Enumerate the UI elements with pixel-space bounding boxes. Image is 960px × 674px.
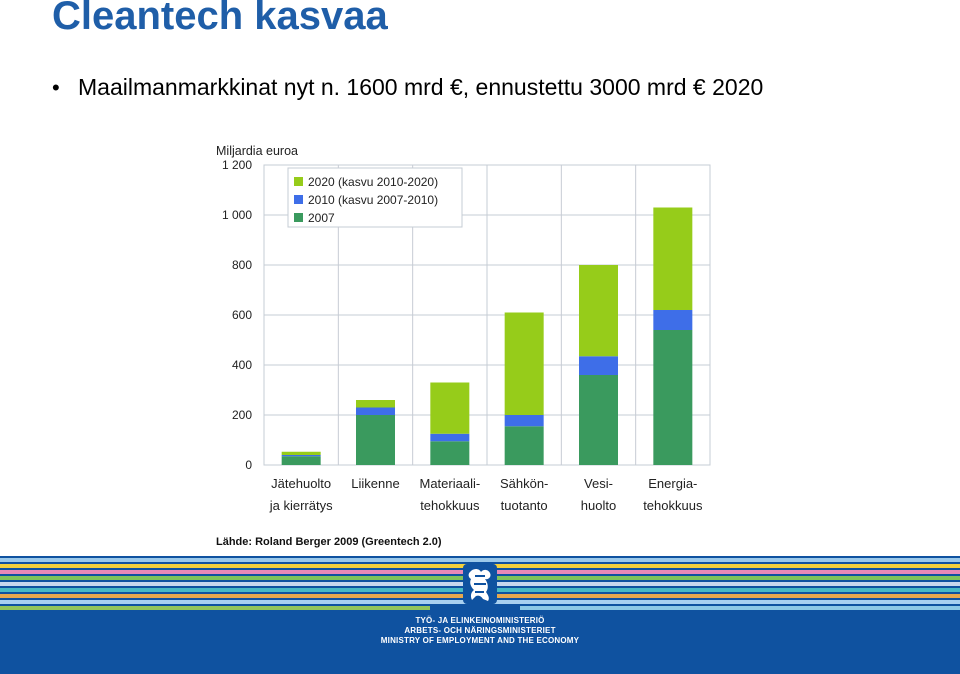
bullet-dot: •: [52, 75, 60, 100]
legend-swatch: [294, 195, 303, 204]
slide-title: Cleantech kasvaa: [52, 0, 388, 38]
y-tick-label: 400: [232, 358, 252, 372]
x-category-label: Energia-: [648, 476, 697, 491]
y-axis-title: Miljardia euroa: [216, 144, 298, 158]
legend-box: [287, 167, 463, 228]
legend-swatch: [294, 213, 303, 222]
bar-segment: [504, 312, 544, 415]
x-category-label: Vesi-: [584, 476, 613, 491]
bar-segment: [281, 456, 321, 465]
legend-label: 2010 (kasvu 2007-2010): [308, 193, 438, 207]
x-category-label: ja kierrätys: [269, 498, 333, 513]
y-tick-label: 600: [232, 308, 252, 322]
bullet-text: Maailmanmarkkinat nyt n. 1600 mrd €, enn…: [78, 74, 764, 100]
bar-segment: [504, 415, 544, 427]
bar-segment: [579, 265, 618, 357]
bar-segment: [653, 330, 693, 465]
x-category-label: Sähkön-: [500, 476, 548, 491]
ministry-name-en: MINISTRY OF EMPLOYMENT AND THE ECONOMY: [380, 636, 580, 645]
bar-segment: [653, 310, 693, 330]
bar-segment: [356, 415, 395, 465]
x-category-label: tehokkuus: [420, 498, 480, 513]
y-tick-label: 1 000: [222, 208, 252, 222]
x-category-label: tehokkuus: [643, 498, 703, 513]
y-tick-label: 200: [232, 408, 252, 422]
bar-segment: [579, 356, 618, 375]
bar-segment: [430, 433, 470, 442]
ministry-name-sv: ARBETS- OCH NÄRINGSMINISTERIET: [404, 626, 556, 635]
legend-swatch: [294, 177, 303, 186]
legend-label: 2007: [308, 211, 335, 225]
bar-segment: [356, 400, 395, 408]
bar-segment: [430, 382, 470, 434]
y-tick-label: 1 200: [222, 158, 252, 172]
ministry-name-fi: TYÖ- JA ELINKEINOMINISTERIÖ: [415, 616, 545, 625]
bar-segment: [356, 407, 395, 415]
x-category-label: Materiaali-: [419, 476, 480, 491]
bar-segment: [281, 455, 321, 457]
x-category-label: Liikenne: [351, 476, 399, 491]
x-category-label: huolto: [581, 498, 616, 513]
y-tick-label: 0: [245, 458, 252, 472]
y-tick-label: 800: [232, 258, 252, 272]
bullet-item: • Maailmanmarkkinat nyt n. 1600 mrd €, e…: [52, 74, 763, 101]
x-category-label: tuotanto: [501, 498, 548, 513]
lion-crest-logo: [463, 564, 497, 604]
legend-label: 2020 (kasvu 2010-2020): [308, 175, 438, 189]
bar-segment: [281, 451, 321, 455]
x-category-label: Jätehuolto: [271, 476, 331, 491]
bar-segment: [579, 375, 618, 465]
source-note: Lähde: Roland Berger 2009 (Greentech 2.0…: [216, 536, 442, 548]
bar-segment: [430, 441, 470, 465]
bar-segment: [504, 426, 544, 465]
bar-segment: [653, 207, 693, 310]
